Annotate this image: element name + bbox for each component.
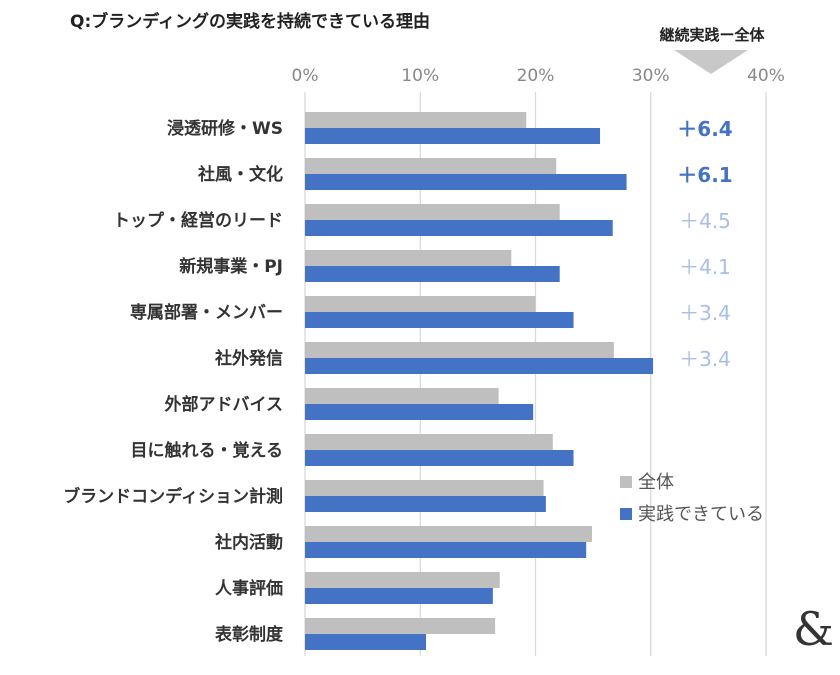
bar-all — [305, 388, 499, 404]
difference-label: ＋6.1 — [677, 163, 732, 187]
category-label: 外部アドバイス — [165, 394, 284, 415]
bar-all — [305, 572, 500, 588]
category-label: 浸透研修・WS — [167, 118, 283, 139]
bar-practicing — [305, 220, 613, 236]
difference-header-triangle — [674, 50, 748, 74]
legend-label: 全体 — [638, 472, 674, 493]
x-tick-label: 30% — [632, 66, 670, 86]
category-label: 社内活動 — [214, 532, 283, 553]
legend-swatch — [620, 476, 632, 488]
bar-practicing — [305, 174, 627, 190]
chart-title: Q:ブランディングの実践を持続できている理由 — [70, 11, 430, 32]
category-label: 人事評価 — [215, 578, 283, 599]
bar-practicing — [305, 450, 574, 466]
difference-label: ＋6.4 — [677, 117, 732, 141]
category-label: 社風・文化 — [197, 164, 283, 185]
category-label: 表彰制度 — [215, 624, 284, 645]
bar-all — [305, 434, 553, 450]
bar-all — [305, 526, 592, 542]
bar-all — [305, 250, 512, 266]
difference-label: ＋3.4 — [679, 347, 731, 371]
bar-practicing — [305, 128, 601, 144]
bar-practicing — [305, 588, 493, 604]
bar-practicing — [305, 542, 587, 558]
bar-all — [305, 342, 614, 358]
category-label: トップ・経営のリード — [113, 210, 283, 231]
difference-label: ＋4.5 — [679, 209, 731, 233]
bar-all — [305, 618, 496, 634]
bar-practicing — [305, 634, 427, 650]
bar-practicing — [305, 358, 654, 374]
x-tick-label: 40% — [747, 66, 785, 86]
bar-practicing — [305, 312, 574, 328]
bar-all — [305, 112, 527, 128]
bars — [305, 112, 654, 650]
legend-label: 実践できている — [638, 504, 764, 525]
x-tick-label: 0% — [292, 66, 319, 86]
category-label: 目に触れる・覚える — [131, 440, 284, 461]
difference-header: 継続実践ー全体 — [659, 26, 765, 44]
legend-swatch — [620, 508, 632, 520]
bar-all — [305, 204, 560, 220]
bar-practicing — [305, 404, 534, 420]
category-label: 社外発信 — [214, 348, 283, 369]
category-label: 専属部署・メンバー — [130, 302, 283, 323]
bar-all — [305, 480, 544, 496]
bar-practicing — [305, 266, 560, 282]
category-label: 新規事業・PJ — [179, 256, 283, 277]
difference-label: ＋4.1 — [679, 255, 731, 279]
x-tick-label: 20% — [517, 66, 555, 86]
logo-ampersand: & — [793, 602, 834, 656]
bar-all — [305, 296, 536, 312]
bar-practicing — [305, 496, 546, 512]
x-axis-ticks: 0% 10% 20% 30% 40% — [292, 66, 785, 86]
difference-label: ＋3.4 — [679, 301, 731, 325]
bar-all — [305, 158, 557, 174]
category-label: ブランドコンディション計測 — [63, 486, 283, 507]
difference-labels: ＋6.4 ＋6.1 ＋4.5 ＋4.1 ＋3.4 ＋3.4 — [677, 117, 732, 371]
x-tick-label: 10% — [401, 66, 439, 86]
